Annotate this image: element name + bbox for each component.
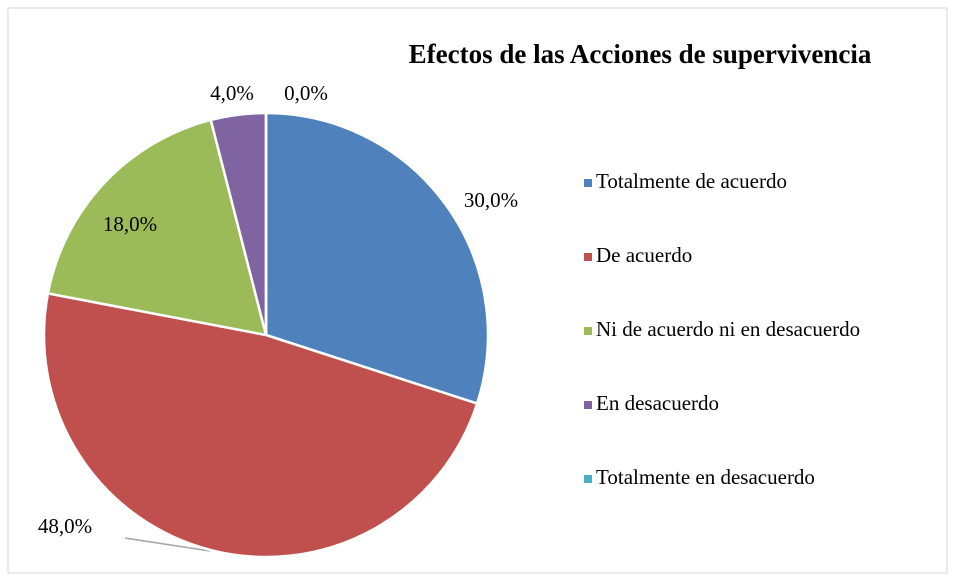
legend-swatch	[584, 179, 592, 187]
data-label: 0,0%	[284, 81, 328, 105]
legend-swatch	[584, 253, 592, 261]
chart-title: Efectos de las Acciones de supervivencia	[409, 39, 872, 69]
legend-label: En desacuerdo	[596, 391, 719, 415]
legend-label: De acuerdo	[596, 243, 692, 267]
data-label: 48,0%	[38, 514, 92, 538]
leader-line	[124, 537, 211, 552]
pie-slice	[264, 111, 490, 406]
legend-label: Totalmente en desacuerdo	[596, 465, 815, 489]
legend-swatch	[584, 327, 592, 335]
legend-label: Totalmente de acuerdo	[596, 169, 787, 193]
pie-slice	[42, 291, 479, 559]
legend-swatch	[584, 401, 592, 409]
data-label: 30,0%	[464, 188, 518, 212]
data-label: 4,0%	[210, 81, 254, 105]
legend-label: Ni de acuerdo ni en desacuerdo	[596, 317, 860, 341]
pie-slice	[46, 118, 268, 337]
data-label: 18,0%	[103, 212, 157, 236]
legend-swatch	[584, 475, 592, 483]
